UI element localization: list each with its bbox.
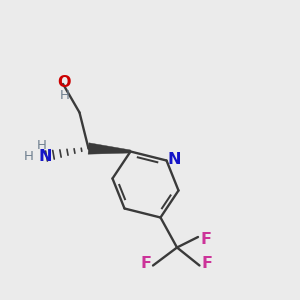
Text: F: F bbox=[202, 256, 212, 272]
Text: N: N bbox=[38, 149, 52, 164]
Text: H: H bbox=[37, 139, 47, 152]
Text: N: N bbox=[167, 152, 181, 166]
Polygon shape bbox=[88, 143, 130, 154]
Text: F: F bbox=[140, 256, 151, 272]
Text: H: H bbox=[60, 89, 69, 102]
Text: H: H bbox=[24, 150, 33, 163]
Text: F: F bbox=[201, 232, 212, 247]
Text: O: O bbox=[58, 75, 71, 90]
